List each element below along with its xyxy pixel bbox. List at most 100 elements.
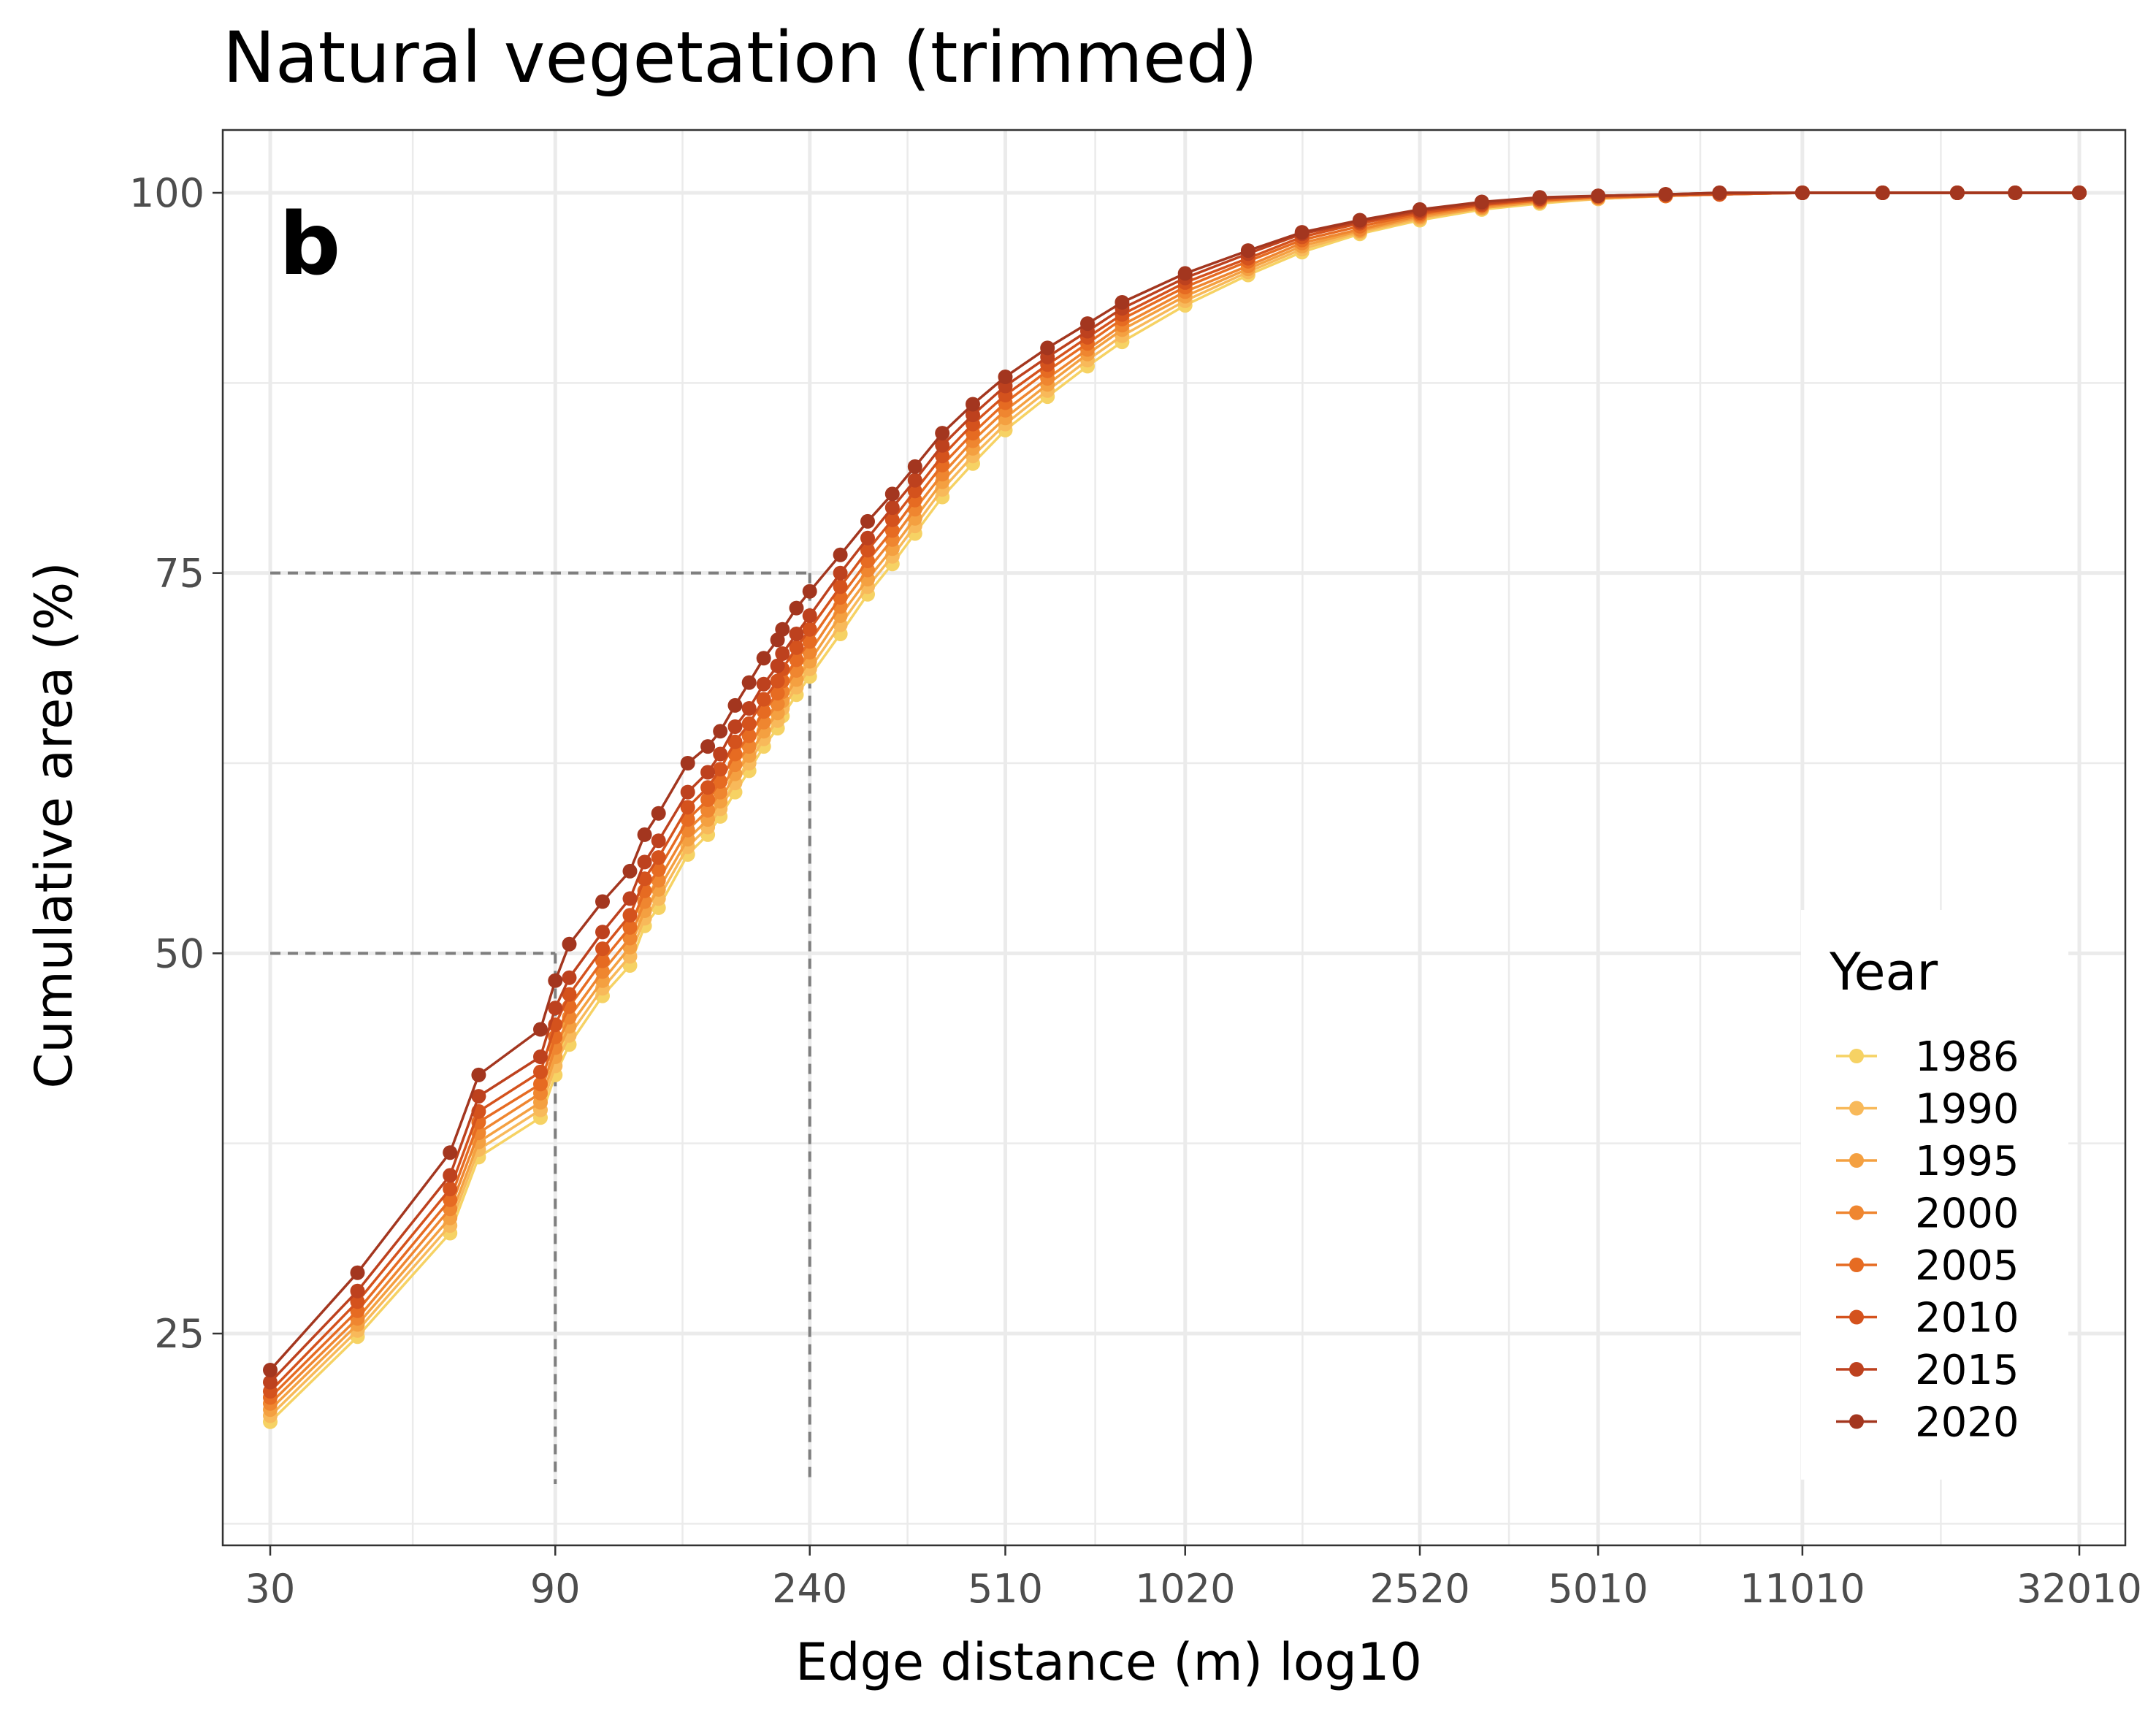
data-point <box>350 1283 365 1298</box>
legend-key-point <box>1849 1101 1864 1116</box>
data-point <box>1658 187 1673 202</box>
data-point <box>471 1089 486 1104</box>
legend-item-2020: 2020 <box>1836 1399 2019 1447</box>
data-point <box>263 1363 278 1377</box>
data-point <box>680 756 695 770</box>
data-point <box>713 724 728 739</box>
x-tick-label: 90 <box>530 1566 581 1612</box>
data-point <box>2072 185 2087 200</box>
data-point <box>884 500 900 516</box>
data-point <box>700 792 716 807</box>
data-point <box>622 919 638 935</box>
data-point <box>741 701 757 716</box>
axes: 25 50 75 100 30 90 240 510 1020 2520 5010 11010 3201… <box>129 170 2142 1612</box>
data-point <box>637 871 652 887</box>
data-point <box>680 800 695 815</box>
data-point <box>700 739 716 754</box>
legend-key-point <box>1849 1153 1864 1168</box>
data-point <box>1875 185 1890 200</box>
x-tick-label: 11010 <box>1740 1566 1865 1612</box>
data-point <box>622 908 638 923</box>
data-point <box>713 762 728 777</box>
data-point <box>1177 266 1193 281</box>
data-point <box>471 1067 486 1082</box>
data-point <box>741 739 757 754</box>
data-point <box>533 1049 548 1064</box>
data-point <box>1794 185 1810 200</box>
x-tick-label: 2520 <box>1369 1566 1469 1612</box>
series-line-2005 <box>269 191 2079 1399</box>
data-point <box>443 1192 458 1207</box>
data-point <box>2008 185 2023 200</box>
legend-item-2005: 2005 <box>1836 1242 2019 1290</box>
data-point <box>775 646 790 661</box>
legend-key-point <box>1849 1362 1864 1377</box>
data-point <box>548 1001 563 1016</box>
legend-label: 2000 <box>1915 1190 2019 1238</box>
legend-label: 1990 <box>1915 1086 2019 1133</box>
data-point <box>700 803 716 818</box>
data-point <box>907 473 922 488</box>
x-axis-title: Edge distance (m) log10 <box>795 1632 1422 1692</box>
data-point <box>1080 316 1095 332</box>
data-point <box>935 437 950 453</box>
data-point <box>595 953 610 968</box>
series-2020 <box>263 185 2087 1377</box>
data-point <box>966 408 980 423</box>
data-point <box>637 854 652 870</box>
legend-label: 2020 <box>1915 1399 2019 1447</box>
legend-title: Year <box>1829 942 1938 1002</box>
data-point <box>802 634 817 649</box>
data-point <box>1294 225 1310 240</box>
data-point <box>651 850 666 865</box>
data-point <box>548 973 563 988</box>
data-point <box>713 746 728 762</box>
data-point <box>802 608 817 623</box>
legend-key-point <box>1849 1205 1864 1220</box>
y-axis-title: Cumulative area (%) <box>24 562 84 1088</box>
data-point <box>1413 202 1427 217</box>
data-point <box>680 784 695 800</box>
data-point <box>622 930 638 946</box>
data-point <box>860 530 875 546</box>
y-tick-label: 25 <box>154 1311 204 1357</box>
data-point <box>562 987 577 1002</box>
data-point <box>727 719 743 734</box>
data-point <box>935 426 950 441</box>
data-point <box>789 640 804 655</box>
data-point <box>756 692 771 707</box>
data-point <box>651 806 666 821</box>
data-point <box>1712 185 1727 200</box>
data-point <box>350 1294 365 1309</box>
legend-item-2000: 2000 <box>1836 1190 2019 1238</box>
data-point <box>700 765 716 780</box>
data-point <box>1474 194 1489 210</box>
data-point <box>770 673 785 689</box>
data-point <box>700 780 716 795</box>
legend-item-1990: 1990 <box>1836 1086 2019 1133</box>
data-point <box>651 833 666 849</box>
x-tick-label: 30 <box>245 1566 296 1612</box>
data-point <box>350 1265 365 1280</box>
data-point <box>789 652 804 668</box>
y-tick-label: 50 <box>154 930 204 976</box>
data-point <box>622 891 638 906</box>
legend-item-2010: 2010 <box>1836 1295 2019 1342</box>
data-point <box>595 941 610 957</box>
data-point <box>1591 188 1606 204</box>
data-point <box>907 483 922 499</box>
legend-item-2015: 2015 <box>1836 1347 2019 1394</box>
data-point <box>833 547 848 562</box>
data-point <box>884 486 900 502</box>
chart-title: Natural vegetation (trimmed) <box>223 17 1258 99</box>
legend-item-1986: 1986 <box>1836 1033 2019 1081</box>
panel-label: b <box>279 194 340 294</box>
data-point <box>1240 243 1255 259</box>
data-point <box>884 512 900 527</box>
legend-label: 2015 <box>1915 1347 2019 1394</box>
data-point <box>860 513 875 529</box>
data-point <box>770 696 785 711</box>
data-point <box>727 734 743 749</box>
